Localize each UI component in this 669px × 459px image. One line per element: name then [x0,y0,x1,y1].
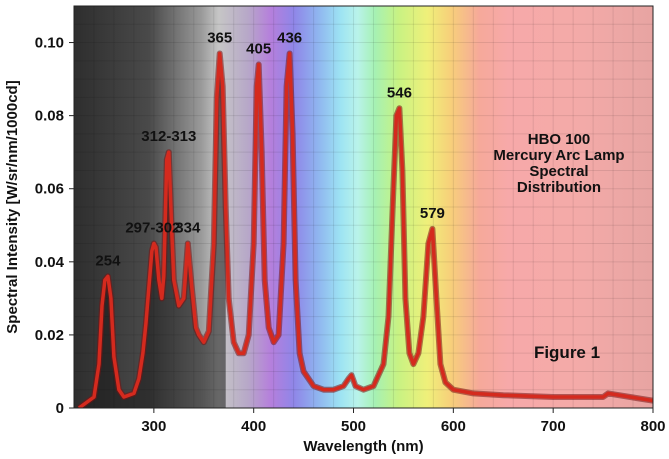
peak-label: 579 [420,205,445,222]
x-tick-label: 800 [640,418,665,435]
x-tick-label: 600 [441,418,466,435]
chart-title-line: Distribution [517,179,601,196]
y-tick-label: 0.04 [35,254,65,271]
y-tick-label: 0.08 [35,108,64,125]
peak-label: 297-302 [125,220,180,237]
plot-frame [73,5,654,409]
x-tick-label: 300 [141,418,166,435]
peak-label: 436 [277,30,302,47]
peak-label: 254 [95,252,121,269]
x-tick-label: 400 [241,418,266,435]
chart-title: HBO 100 Mercury Arc Lamp Spectral Distri… [493,131,624,196]
y-axis-title: Spectral Intensity [W/sr/nm/1000cd] [4,80,21,333]
chart-title-line: Mercury Arc Lamp [493,147,624,164]
y-tick-label: 0.06 [35,181,64,198]
y-tick-label: 0.10 [35,35,64,52]
y-axis: 0 0.02 0.04 0.06 0.08 0.10 [35,35,74,417]
series-line [77,51,653,408]
x-tick-label: 700 [541,418,566,435]
peak-label: 365 [207,30,232,47]
peak-label: 546 [387,84,412,101]
under-curve-shading [79,53,226,408]
x-tick-label: 500 [341,418,366,435]
peak-label: 312-313 [141,128,196,145]
x-axis: 300 400 500 600 700 800 [141,408,666,435]
figure-label: Figure 1 [534,343,600,362]
chart-title-line: HBO 100 [528,131,591,148]
chart-title-line: Spectral [529,163,588,180]
y-tick-label: 0.02 [35,327,64,344]
y-tick-label: 0 [56,400,64,417]
peak-label: 334 [175,220,201,237]
x-axis-title: Wavelength (nm) [303,438,423,455]
peak-label: 405 [246,40,271,57]
grid-lines [73,6,654,408]
